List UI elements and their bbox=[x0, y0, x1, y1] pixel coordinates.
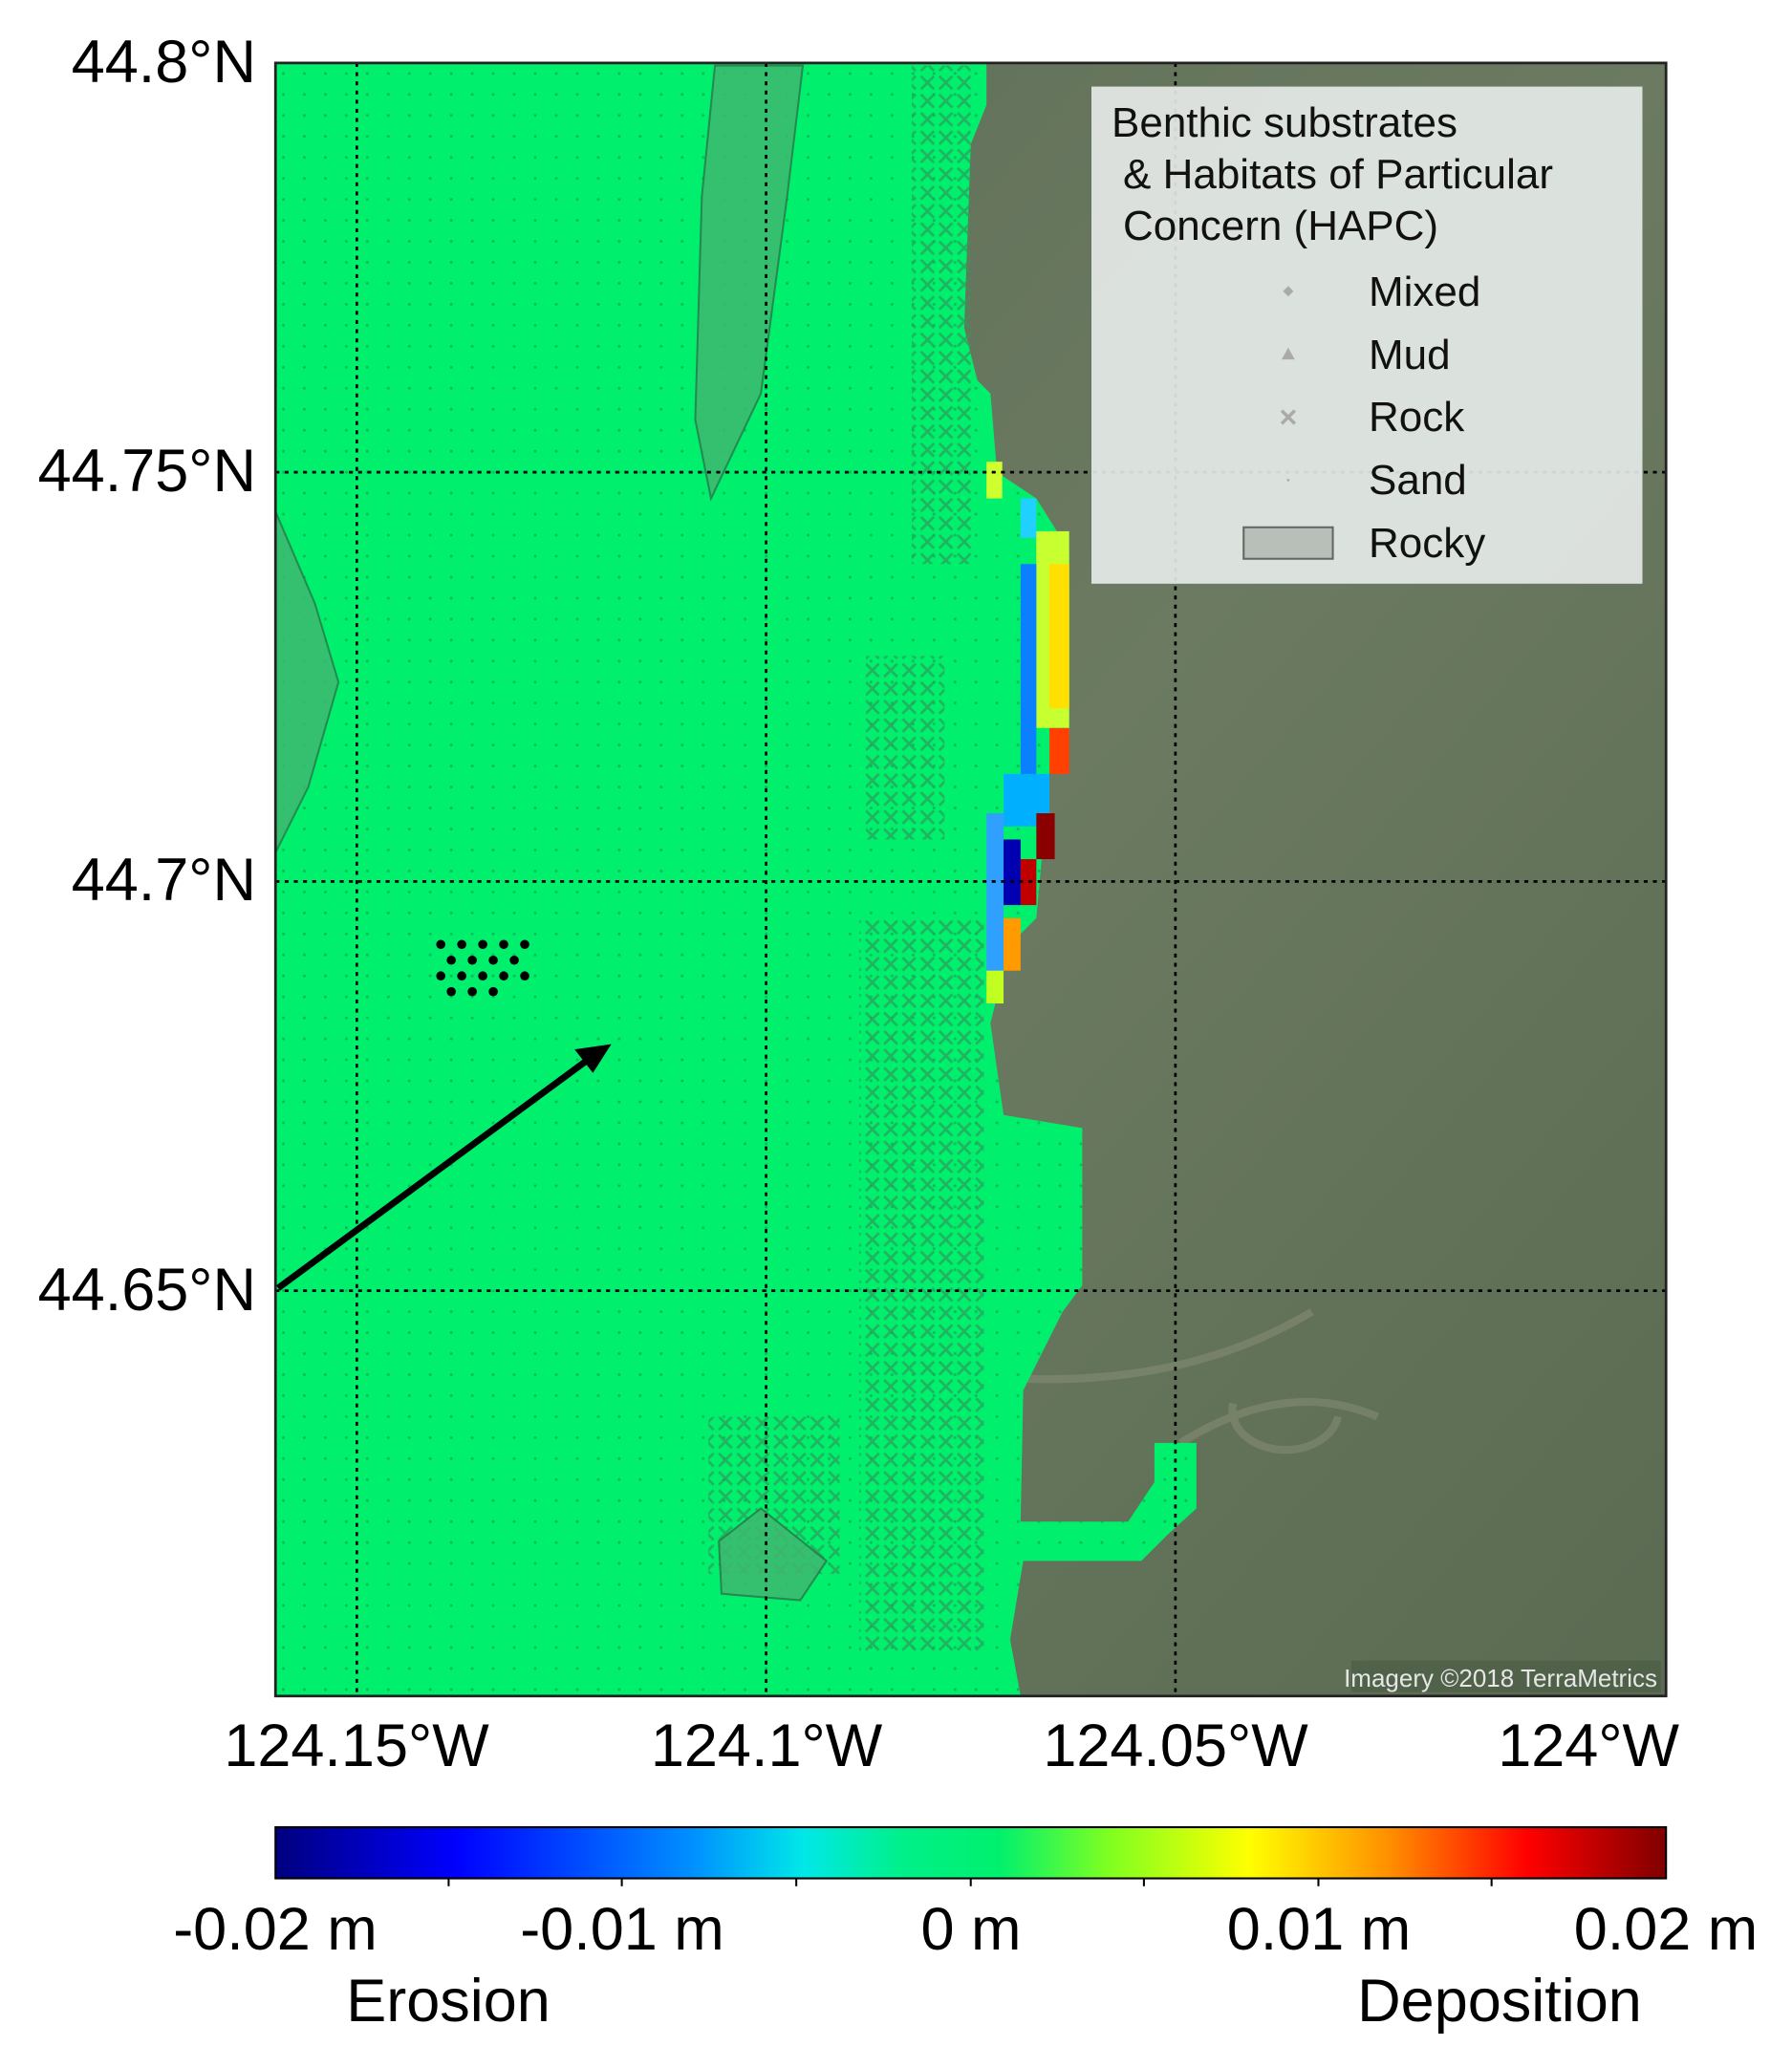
legend-item: Rock bbox=[1369, 394, 1465, 441]
wave-arrow bbox=[275, 1044, 612, 1291]
lat-label: 44.7°N bbox=[72, 847, 256, 914]
legend-title: Concern (HAPC) bbox=[1123, 203, 1438, 249]
map bbox=[273, 61, 1668, 1886]
change-cells bbox=[986, 462, 1069, 1004]
colorbar-label: 0.01 m bbox=[1227, 1896, 1412, 1963]
deposition-label: Deposition bbox=[1357, 1968, 1642, 2035]
legend-item: Sand bbox=[1369, 457, 1467, 504]
imagery-credit: Imagery ©2018 TerraMetrics bbox=[1344, 1664, 1657, 1692]
colorbar-label: 0 m bbox=[920, 1896, 1021, 1963]
lon-label: 124.1°W bbox=[651, 1713, 883, 1779]
legend-item: Mixed bbox=[1369, 269, 1480, 315]
lon-label: 124°W bbox=[1498, 1713, 1679, 1779]
lat-label: 44.65°N bbox=[38, 1257, 256, 1324]
lon-label: 124.15°W bbox=[224, 1713, 489, 1779]
colorbar-label: -0.01 m bbox=[520, 1896, 724, 1963]
colorbar-label: -0.02 m bbox=[173, 1896, 378, 1963]
labels: 44.8°N 44.75°N 44.7°N 44.65°N 124.15°W 1… bbox=[38, 29, 1759, 2035]
legend: Benthic substrates & Habitats of Particu… bbox=[1112, 99, 1553, 567]
site-markers bbox=[436, 939, 529, 997]
colorbar-ticks bbox=[447, 1878, 1493, 1886]
lat-label: 44.75°N bbox=[38, 438, 256, 505]
colorbar-label: 0.02 m bbox=[1574, 1896, 1759, 1963]
legend-item: Mud bbox=[1369, 332, 1451, 378]
lat-label: 44.8°N bbox=[72, 29, 256, 96]
legend-title: Benthic substrates bbox=[1112, 99, 1457, 146]
rock-substrate bbox=[708, 65, 984, 1653]
legend-symbols bbox=[1242, 286, 1334, 560]
legend-box bbox=[1091, 86, 1643, 584]
legend-title: & Habitats of Particular bbox=[1123, 151, 1553, 198]
erosion-label: Erosion bbox=[346, 1968, 551, 2035]
rocky-habitat bbox=[275, 64, 829, 1602]
colorbar bbox=[274, 1826, 1668, 1880]
lon-label: 124.05°W bbox=[1043, 1713, 1308, 1779]
legend-item: Rocky bbox=[1369, 520, 1485, 567]
